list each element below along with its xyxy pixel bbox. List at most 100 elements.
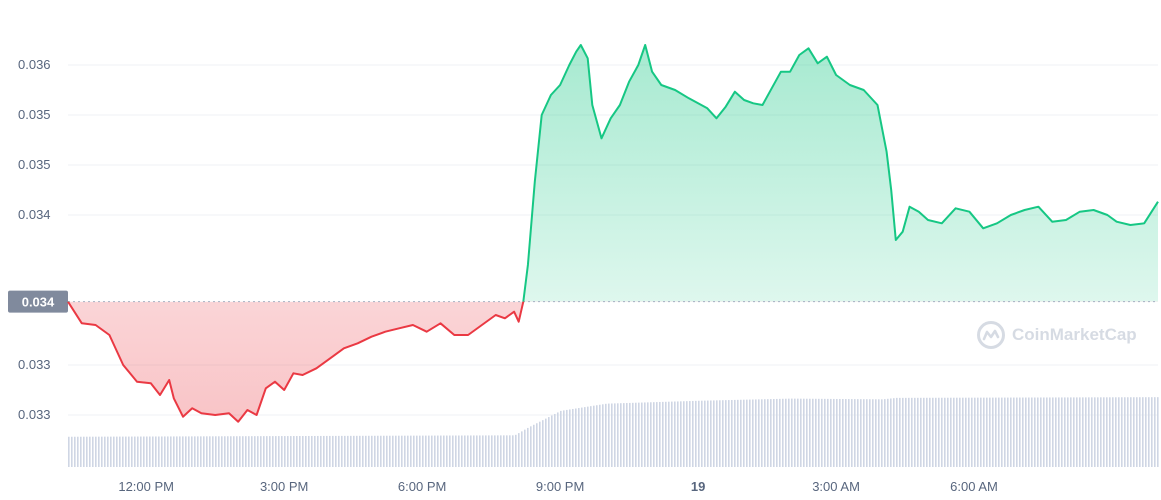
- volume-bar: [956, 397, 958, 467]
- volume-bar: [746, 399, 748, 467]
- volume-bar: [179, 436, 181, 467]
- volume-bar: [485, 435, 487, 467]
- volume-bar: [74, 436, 76, 467]
- volume-bar: [623, 403, 625, 467]
- volume-bar: [230, 436, 232, 467]
- x-tick-label: 6:00 AM: [950, 479, 998, 494]
- volume-bar: [926, 397, 928, 467]
- volume-bar: [887, 398, 889, 467]
- volume-bar: [962, 397, 964, 467]
- volume-bar: [167, 436, 169, 467]
- volume-bar: [698, 400, 700, 467]
- volume-bar: [713, 400, 715, 467]
- volume-bar: [203, 436, 205, 467]
- volume-bar: [719, 400, 721, 467]
- volume-bar: [1061, 397, 1063, 467]
- volume-bar: [245, 436, 247, 467]
- volume-bar: [1091, 397, 1093, 467]
- volume-bar: [464, 435, 466, 467]
- volume-bar: [152, 436, 154, 467]
- volume-bar: [935, 397, 937, 467]
- volume-bar: [581, 407, 583, 467]
- volume-bar: [782, 398, 784, 467]
- volume-bar: [734, 399, 736, 467]
- volume-bar: [869, 399, 871, 467]
- volume-bar: [689, 401, 691, 467]
- volume-bar: [1136, 397, 1138, 467]
- volume-bar: [647, 402, 649, 467]
- volume-bar: [947, 397, 949, 467]
- volume-bar: [398, 435, 400, 467]
- volume-bar: [455, 435, 457, 467]
- volume-bar: [1139, 397, 1141, 467]
- volume-bar: [116, 436, 118, 467]
- volume-bar: [1013, 397, 1015, 467]
- volume-bar: [311, 435, 313, 467]
- volume-bar: [875, 399, 877, 467]
- y-axis: 0.033 0.033 0.034 0.035 0.035 0.036: [18, 57, 51, 422]
- volume-bar: [833, 398, 835, 467]
- volume-bar: [554, 413, 556, 467]
- volume-bar: [224, 436, 226, 467]
- volume-bar: [656, 402, 658, 467]
- volume-bar: [518, 433, 520, 467]
- y-tick-label: 0.036: [18, 57, 51, 72]
- volume-bar: [467, 435, 469, 467]
- volume-bar: [725, 400, 727, 467]
- volume-bar: [812, 398, 814, 467]
- x-tick-label: 3:00 AM: [812, 479, 860, 494]
- volume-bar: [323, 435, 325, 467]
- volume-bar: [431, 435, 433, 467]
- volume-bar: [1037, 397, 1039, 467]
- volume-bar: [749, 399, 751, 467]
- volume-bar: [326, 435, 328, 467]
- volume-bar: [770, 399, 772, 467]
- volume-bar: [620, 403, 622, 467]
- volume-bar: [626, 403, 628, 467]
- x-tick-label: 3:00 PM: [260, 479, 308, 494]
- volume-bar: [71, 436, 73, 467]
- volume-bar: [260, 436, 262, 467]
- volume-bar: [800, 398, 802, 467]
- volume-bar: [371, 435, 373, 467]
- volume-bar: [1142, 397, 1144, 467]
- volume-bar: [545, 418, 547, 467]
- reference-line-group: 0.034: [8, 290, 1158, 313]
- volume-bar: [86, 436, 88, 467]
- volume-bar: [176, 436, 178, 467]
- volume-bar: [386, 435, 388, 467]
- volume-bar: [821, 398, 823, 467]
- volume-bar: [752, 399, 754, 467]
- volume-bar: [542, 420, 544, 467]
- volume-bar: [671, 401, 673, 467]
- volume-bar: [233, 436, 235, 467]
- volume-bar: [272, 436, 274, 467]
- volume-bar: [374, 435, 376, 467]
- volume-bar: [140, 436, 142, 467]
- volume-bar: [1004, 397, 1006, 467]
- volume-bar: [221, 436, 223, 467]
- volume-bar: [911, 397, 913, 467]
- volume-bar: [362, 435, 364, 467]
- volume-bar: [194, 436, 196, 467]
- volume-bar: [68, 436, 70, 467]
- volume-bar: [1097, 397, 1099, 467]
- volume-bar: [980, 397, 982, 467]
- volume-bar: [983, 397, 985, 467]
- volume-bar: [377, 435, 379, 467]
- volume-bar: [227, 436, 229, 467]
- volume-bar: [92, 436, 94, 467]
- volume-bar: [1058, 397, 1060, 467]
- volume-bar: [101, 436, 103, 467]
- volume-bar: [560, 410, 562, 467]
- volume-bar: [785, 398, 787, 467]
- price-line: [67, 44, 1159, 423]
- coinmarketcap-watermark: CoinMarketCap: [976, 320, 1137, 350]
- volume-bar: [791, 398, 793, 467]
- volume-bar: [608, 403, 610, 467]
- volume-bar: [419, 435, 421, 467]
- volume-bar: [638, 402, 640, 467]
- volume-bar: [77, 436, 79, 467]
